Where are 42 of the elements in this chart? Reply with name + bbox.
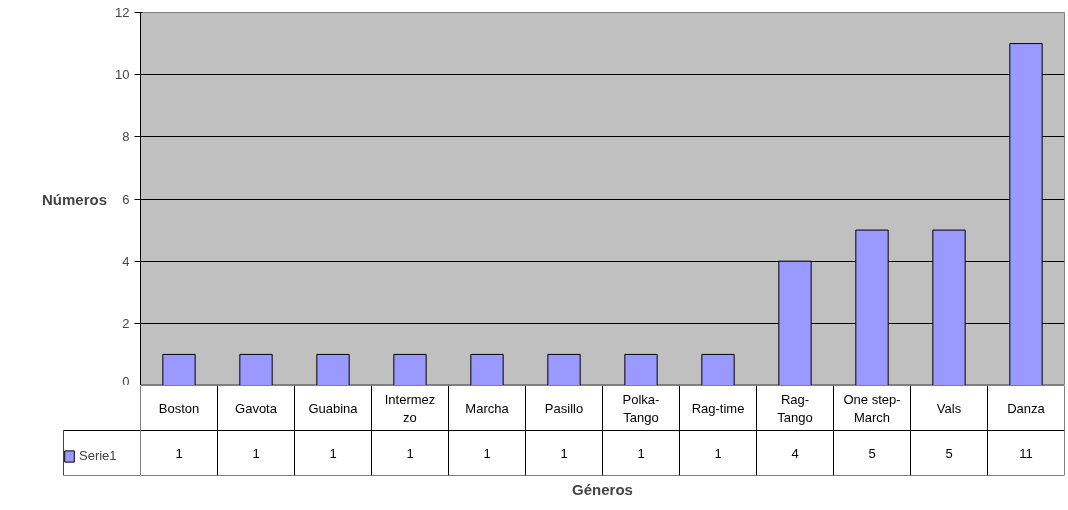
x-tick-label: Marcha xyxy=(465,400,510,416)
data-label: 1 xyxy=(406,445,414,461)
x-tick-label: Intermez zo xyxy=(384,391,436,425)
x-tick-label: Gavota xyxy=(235,400,278,416)
y-axis-title: Números xyxy=(42,190,108,208)
x-tick-label: Boston xyxy=(158,400,200,416)
data-label: 1 xyxy=(637,445,645,461)
bar xyxy=(316,353,350,385)
legend-label: Serie1 xyxy=(79,448,117,463)
x-tick-label: Guabina xyxy=(308,400,359,416)
y-tick-label: 12 xyxy=(115,5,130,20)
data-label: 5 xyxy=(945,445,953,461)
data-label: 1 xyxy=(175,445,183,461)
data-label: 1 xyxy=(560,445,568,461)
bar xyxy=(162,353,196,385)
y-tick-label: 0 xyxy=(122,373,130,389)
y-tick-label: 8 xyxy=(122,129,130,145)
data-label: 1 xyxy=(252,445,260,461)
data-label: 4 xyxy=(791,445,799,461)
x-axis-title: Géneros xyxy=(572,480,633,498)
x-tick-label: Polka- Tango xyxy=(622,391,660,425)
x-tick-label: Rag-time xyxy=(691,400,745,416)
data-label: 1 xyxy=(714,445,722,461)
bar xyxy=(239,353,273,385)
x-tick-label: Pasillo xyxy=(544,400,584,416)
bar xyxy=(547,353,581,385)
y-tick-label: 10 xyxy=(115,67,130,83)
x-tick-label: One step- March xyxy=(843,391,901,425)
bar xyxy=(393,353,427,385)
y-tick-label: 2 xyxy=(122,315,130,331)
data-label: 5 xyxy=(868,445,876,461)
x-tick-label: Vals xyxy=(936,400,962,416)
data-label: 1 xyxy=(483,445,491,461)
bar xyxy=(624,353,658,385)
data-label: 1 xyxy=(329,445,337,461)
data-label: 11 xyxy=(1019,445,1033,461)
y-tick-label: 6 xyxy=(122,191,130,207)
y-tick-label: 4 xyxy=(122,253,130,269)
x-tick-label: Danza xyxy=(1007,400,1046,416)
x-tick-label: Rag- Tango xyxy=(777,391,813,425)
bar xyxy=(701,353,735,385)
bar xyxy=(470,353,504,385)
